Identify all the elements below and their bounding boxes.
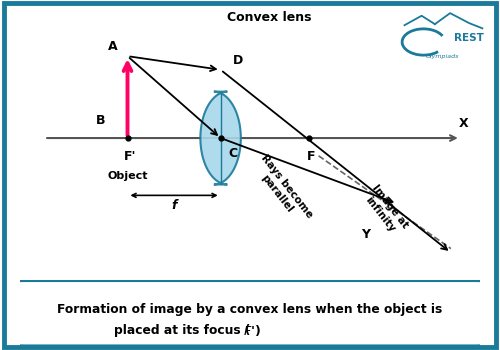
Text: REST: REST [454,33,484,43]
Text: Image at
infinity: Image at infinity [360,183,410,238]
Text: B: B [96,114,106,127]
Text: Object: Object [107,171,148,181]
Text: F': F' [124,150,136,163]
Text: C: C [228,147,237,160]
Text: placed at its focus (: placed at its focus ( [114,324,250,337]
Text: f: f [172,199,177,212]
Text: Y: Y [360,228,370,241]
Text: X: X [458,117,468,130]
Text: D: D [232,54,243,67]
Text: Formation of image by a convex lens when the object is: Formation of image by a convex lens when… [58,303,442,316]
Text: Olympiads: Olympiads [426,54,459,59]
Polygon shape [200,92,241,184]
Text: A: A [108,40,118,54]
Text: $\mathit{F}$'): $\mathit{F}$') [243,323,261,338]
FancyBboxPatch shape [11,281,489,346]
Text: Convex lens: Convex lens [228,10,312,24]
Text: Rays become
parallel: Rays become parallel [249,153,314,227]
Text: F: F [307,150,316,163]
